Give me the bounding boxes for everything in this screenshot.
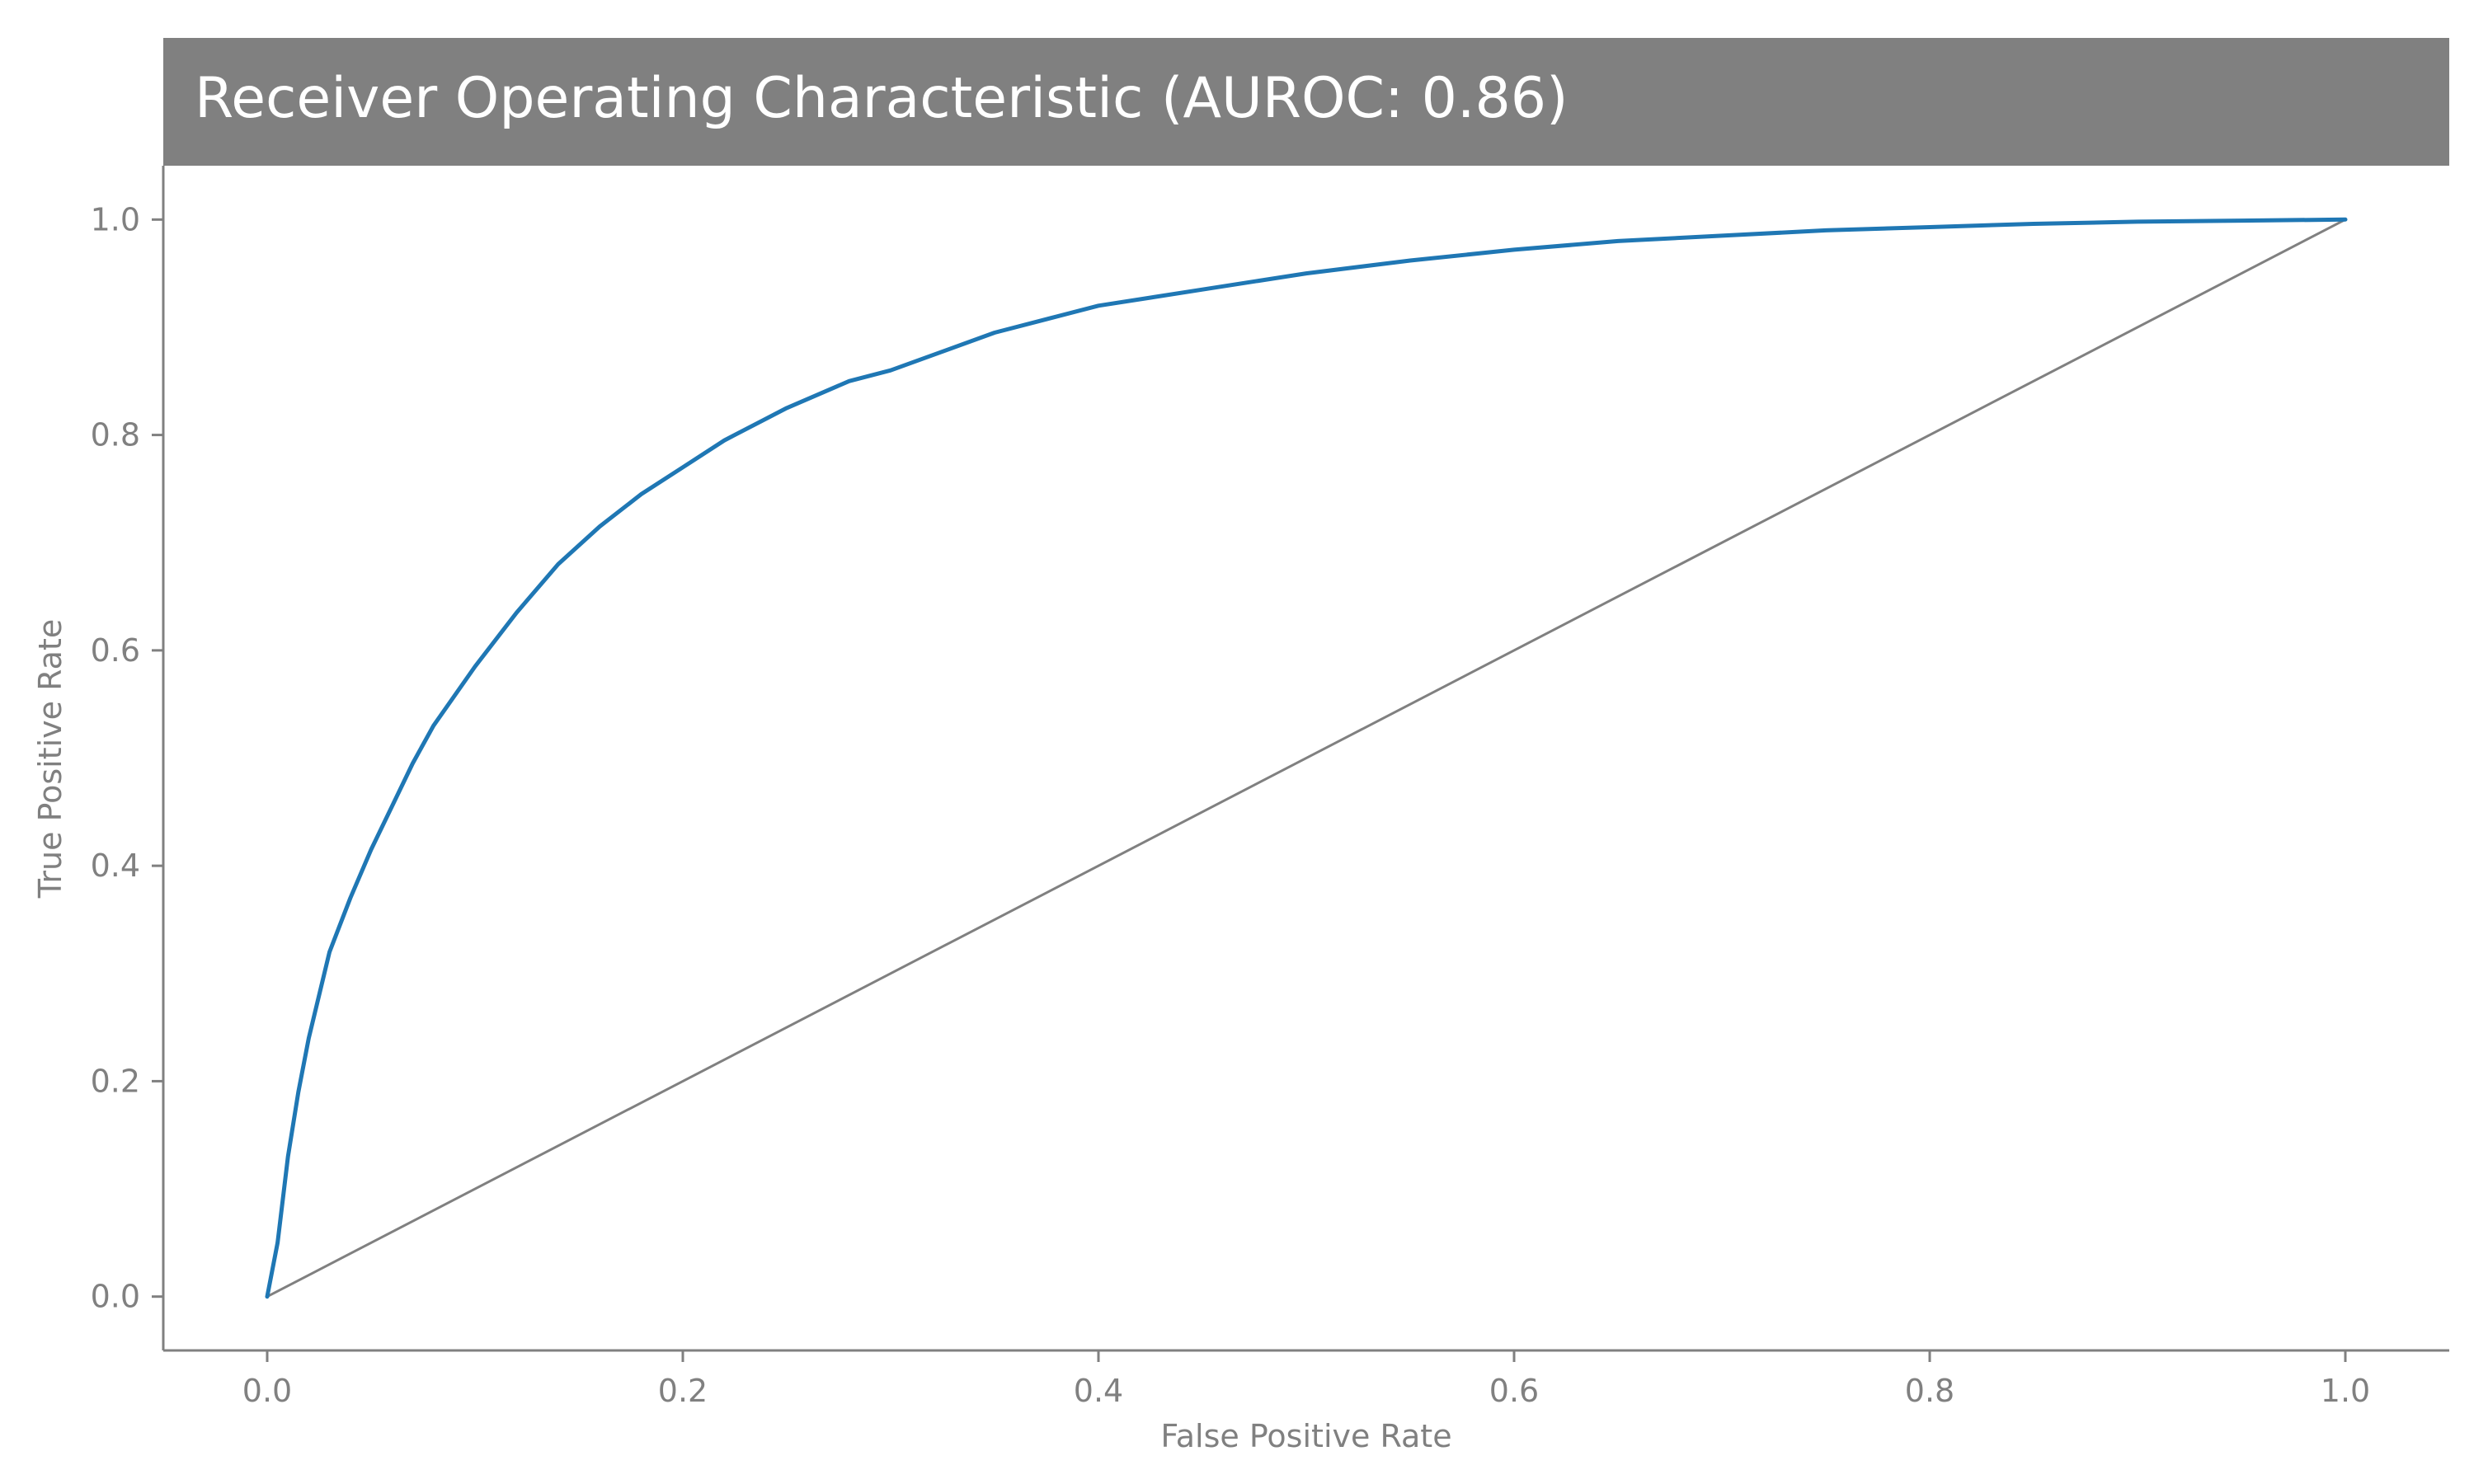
- x-tick-label: 0.0: [242, 1373, 292, 1409]
- x-tick-label: 0.4: [1074, 1373, 1123, 1409]
- y-tick-label: 0.0: [91, 1279, 140, 1315]
- y-tick-label: 0.4: [91, 848, 140, 884]
- y-tick-label: 1.0: [91, 201, 140, 237]
- y-tick-label: 0.2: [91, 1063, 140, 1099]
- y-axis-label: True Positive Rate: [32, 619, 68, 899]
- series-layer: [265, 217, 2348, 1299]
- x-axis-label: False Positive Rate: [1160, 1418, 1451, 1454]
- x-tick-label: 1.0: [2321, 1373, 2370, 1409]
- x-tick-label: 0.2: [658, 1373, 708, 1409]
- x-tick-label: 0.6: [1489, 1373, 1539, 1409]
- y-tick-label: 0.6: [91, 632, 140, 669]
- x-tick-label: 0.8: [1905, 1373, 1954, 1409]
- x-axis-ticks: 0.0 0.2 0.4 0.6 0.8 1.0: [242, 1350, 2370, 1409]
- y-tick-label: 0.8: [91, 417, 140, 453]
- title-banner: [163, 38, 2449, 166]
- y-axis-ticks: 0.0 0.2 0.4 0.6 0.8 1.0: [91, 201, 163, 1315]
- roc-curve-line: [265, 217, 2348, 1299]
- chance-diagonal-line: [266, 218, 2347, 1298]
- chart-title: Receiver Operating Characteristic (AUROC…: [195, 66, 1569, 131]
